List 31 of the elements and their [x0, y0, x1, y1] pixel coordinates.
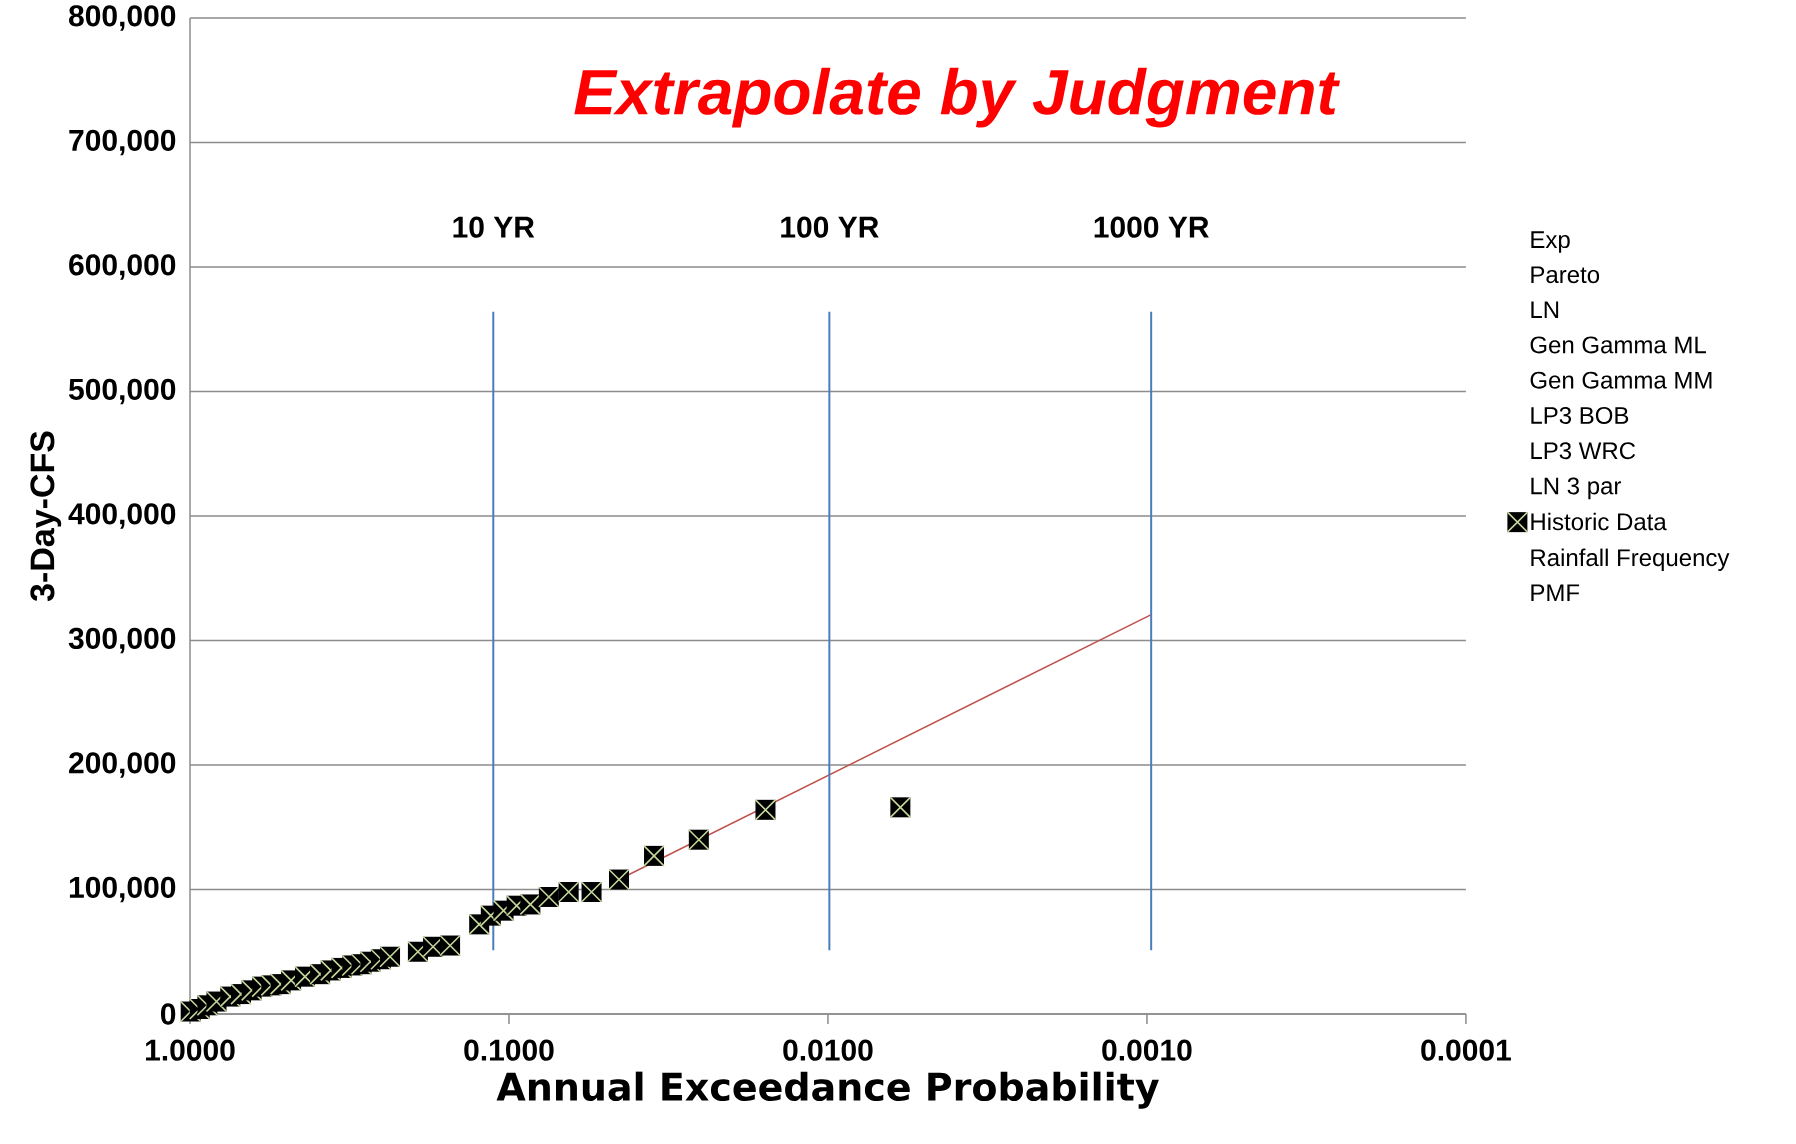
- y-axis-title: 3-Day-CFS: [30, 431, 62, 602]
- y-tick-label: 800,000: [68, 5, 176, 31]
- x-tick-label: 1.0000: [146, 1039, 235, 1061]
- ref-line-label: 1000 YR: [1094, 216, 1209, 238]
- y-tick-label: 500,000: [68, 378, 176, 405]
- x-tick-label: 0.1000: [464, 1039, 554, 1061]
- text: Rainfall Frequency: [1531, 548, 1730, 571]
- y-tick-label: 400,000: [68, 503, 176, 529]
- y-tick-label: 0: [160, 1003, 176, 1025]
- y-tick-label: 700,000: [69, 129, 176, 156]
- x-tick-label: 0.0010: [1102, 1039, 1192, 1061]
- legend-label: Historic Data: [1531, 512, 1667, 531]
- text: LP3 BOB: [1531, 406, 1629, 424]
- x-tick-label: 0.0100: [783, 1039, 873, 1061]
- text: Gen Gamma ML: [1530, 336, 1706, 354]
- ref-line-label: 100 YR: [781, 216, 879, 238]
- text: Gen Gamma MM: [1530, 371, 1712, 389]
- text: Extrapolate by Judgment: [574, 67, 1340, 128]
- x-axis-title: Annual Exceedance Probability: [496, 1071, 1159, 1109]
- y-tick-label: 200,000: [69, 752, 176, 778]
- y-tick-label: 600,000: [69, 254, 176, 280]
- y-tick-label: 300,000: [68, 627, 176, 654]
- text: LN: [1531, 301, 1559, 318]
- y-tick-label: 100,000: [69, 876, 176, 903]
- ref-line-label: 10 YR: [453, 216, 535, 238]
- text: PMF: [1531, 584, 1580, 601]
- text: LN 3 par: [1531, 477, 1622, 500]
- text: LP3 WRC: [1531, 442, 1636, 460]
- x-tick-label: 0.0001: [1421, 1039, 1511, 1061]
- text: Pareto: [1531, 266, 1600, 284]
- text: Exp: [1531, 231, 1570, 253]
